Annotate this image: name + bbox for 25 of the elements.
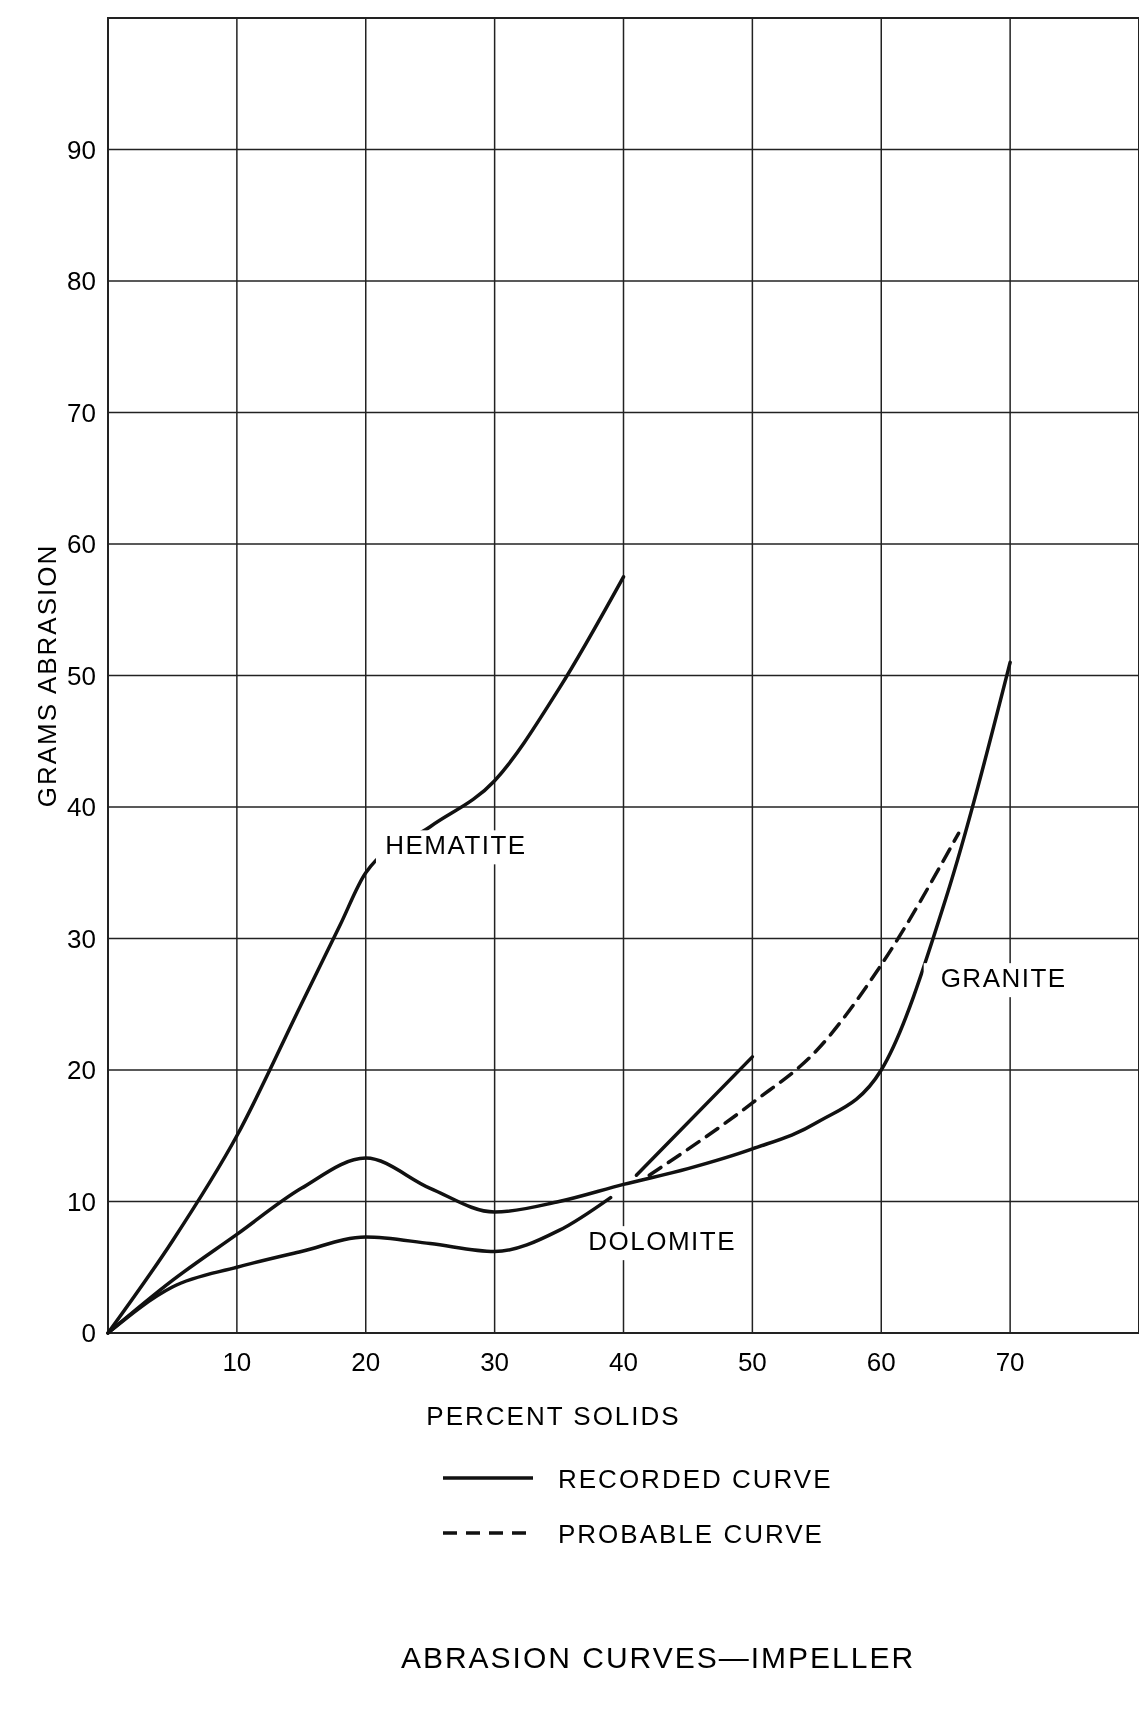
y-tick-label: 50 xyxy=(67,660,96,691)
y-tick-label: 60 xyxy=(67,529,96,559)
x-tick-label: 20 xyxy=(351,1347,381,1377)
y-tick-label: 0 xyxy=(81,1318,96,1348)
x-tick-label: 10 xyxy=(222,1347,252,1377)
x-tick-label: 40 xyxy=(609,1347,638,1377)
y-tick-label: 90 xyxy=(67,134,96,165)
annotation: DOLOMITE xyxy=(588,1226,737,1257)
text: ABRASION CURVES—IMPELLER xyxy=(400,1641,916,1674)
x-axis-title: PERCENT SOLIDS xyxy=(426,1401,681,1431)
y-axis-title: GRAMS ABRASION xyxy=(32,543,62,808)
y-tick-label: 40 xyxy=(67,792,96,822)
x-tick-label: 50 xyxy=(737,1347,767,1377)
y-tick-label: 30 xyxy=(67,923,96,954)
annotation: GRANITE xyxy=(940,963,1067,994)
x-tick-label: 30 xyxy=(480,1347,510,1377)
x-tick-label: 60 xyxy=(866,1347,896,1377)
legend-label: PROBABLE CURVE xyxy=(558,1519,824,1549)
legend-label: RECORDED CURVE xyxy=(558,1464,833,1494)
y-tick-label: 10 xyxy=(67,1186,96,1217)
y-tick-label: 20 xyxy=(67,1055,96,1085)
y-tick-label: 80 xyxy=(67,266,96,296)
annotation: HEMATITE xyxy=(385,830,527,861)
y-tick-label: 70 xyxy=(67,397,96,428)
x-tick-label: 70 xyxy=(995,1347,1025,1377)
